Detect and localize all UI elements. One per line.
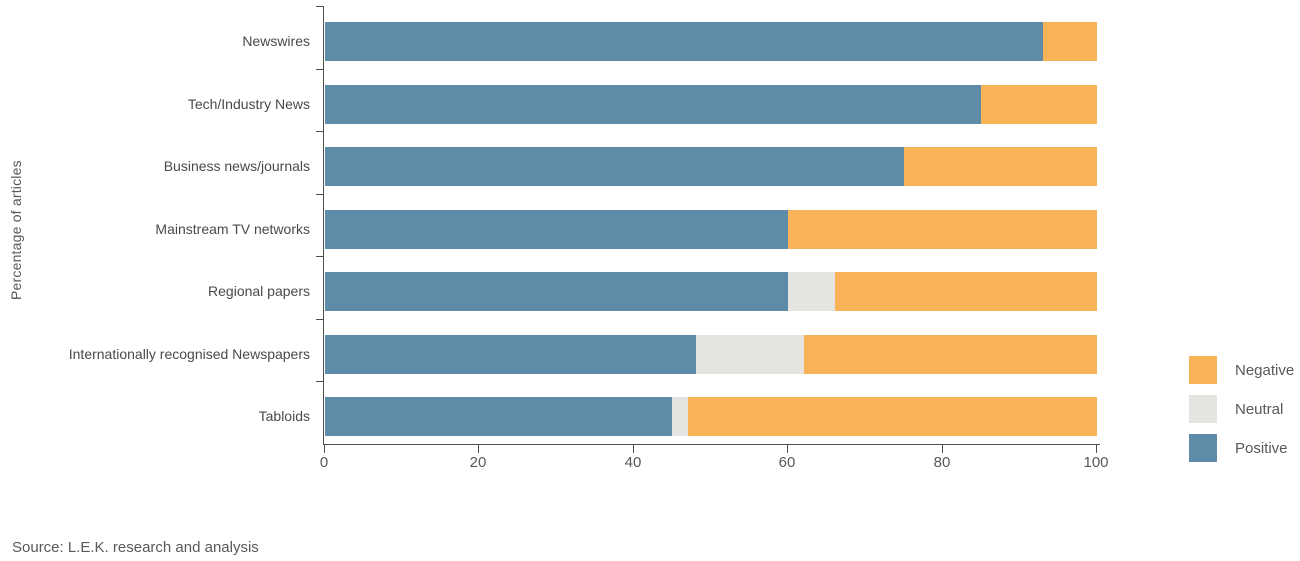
legend-item-negative: Negative — [1189, 356, 1294, 384]
category-label: Tabloids — [258, 408, 310, 424]
x-axis-tick — [942, 445, 943, 453]
category-label: Mainstream TV networks — [155, 221, 310, 237]
category-tick — [316, 131, 323, 132]
bar-segment-neutral — [788, 272, 835, 311]
legend-swatch-negative — [1189, 356, 1217, 384]
bar-row — [325, 397, 1097, 436]
legend-item-positive: Positive — [1189, 434, 1294, 462]
bar-row — [325, 210, 1097, 249]
bar-segment-positive — [325, 272, 789, 311]
category-tick — [316, 381, 323, 382]
x-axis-tick-label: 100 — [1083, 454, 1109, 471]
x-axis-tick — [633, 445, 634, 453]
bar-segment-positive — [325, 147, 904, 186]
bar-segment-neutral — [695, 335, 804, 374]
category-label: Business news/journals — [163, 158, 310, 174]
bar-segment-positive — [325, 210, 789, 249]
category-labels: Newswires Tech/Industry News Business news… — [0, 6, 310, 444]
bar-row — [325, 22, 1097, 61]
bar-segment-negative — [803, 335, 1097, 374]
bar-segment-negative — [904, 147, 1097, 186]
bar-segment-neutral — [672, 397, 688, 436]
bar-segment-negative — [687, 397, 1097, 436]
x-axis-tick-label: 60 — [778, 454, 796, 471]
x-axis-tick-label: 0 — [319, 454, 329, 471]
x-axis-tick-label: 40 — [624, 454, 642, 471]
bar-segment-positive — [325, 335, 696, 374]
legend: Negative Neutral Positive — [1189, 356, 1294, 473]
bar-segment-positive — [325, 397, 673, 436]
legend-swatch-positive — [1189, 434, 1217, 462]
category-tick — [316, 6, 323, 7]
category-label: Regional papers — [208, 283, 310, 299]
category-tick — [316, 69, 323, 70]
bar-row — [325, 147, 1097, 186]
x-axis-tick — [478, 445, 479, 453]
category-label: Newswires — [242, 33, 310, 49]
legend-item-neutral: Neutral — [1189, 395, 1294, 423]
category-label: Internationally recognised Newspapers — [68, 346, 310, 362]
bar-row — [325, 85, 1097, 124]
category-tick — [316, 194, 323, 195]
bar-row — [325, 335, 1097, 374]
legend-swatch-neutral — [1189, 395, 1217, 423]
x-axis-tick — [787, 445, 788, 453]
legend-label: Negative — [1235, 361, 1295, 379]
bar-segment-negative — [788, 210, 1097, 249]
source-note: Source: L.E.K. research and analysis — [12, 539, 259, 556]
bar-segment-negative — [1042, 22, 1097, 61]
bar-segment-positive — [325, 22, 1043, 61]
x-axis-tick — [324, 445, 325, 453]
x-axis-tick-label: 20 — [469, 454, 487, 471]
bar-row — [325, 272, 1097, 311]
plot-area — [325, 6, 1097, 444]
x-axis-tick — [1096, 445, 1097, 453]
legend-label: Positive — [1235, 439, 1288, 457]
category-tick — [316, 319, 323, 320]
bar-segment-negative — [981, 85, 1097, 124]
x-axis-line — [323, 444, 1100, 445]
legend-label: Neutral — [1235, 400, 1284, 418]
bar-segment-negative — [834, 272, 1097, 311]
bar-segment-positive — [325, 85, 982, 124]
category-label: Tech/Industry News — [187, 96, 310, 112]
x-axis-tick-label: 80 — [933, 454, 951, 471]
category-tick — [316, 256, 323, 257]
y-axis-line — [323, 6, 324, 444]
